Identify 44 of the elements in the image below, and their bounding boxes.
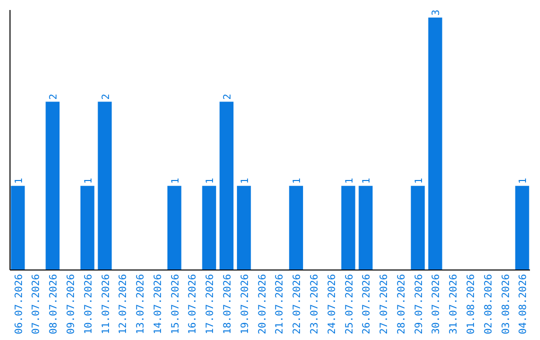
data-label: 1 — [83, 178, 94, 184]
x-tick-label: 06.07.2026 — [14, 274, 25, 334]
x-tick-label: 16.07.2026 — [188, 274, 199, 334]
x-tick-label: 21.07.2026 — [274, 274, 286, 334]
data-label: 2 — [48, 94, 60, 100]
x-tick-label: 25.07.2026 — [344, 274, 356, 334]
x-tick-label: 23.07.2026 — [309, 274, 320, 334]
x-tick-label: 22.07.2026 — [292, 274, 304, 334]
data-label: 1 — [414, 178, 425, 184]
x-tick-label: 04.08.2026 — [518, 274, 530, 334]
x-tick-label: 19.07.2026 — [240, 274, 251, 334]
x-tick-label: 20.07.2026 — [257, 274, 268, 334]
x-tick-label: 13.07.2026 — [136, 274, 147, 334]
x-tick-label: 30.07.2026 — [431, 274, 442, 334]
x-tick-label: 07.07.2026 — [31, 274, 42, 334]
x-tick-label: 17.07.2026 — [205, 274, 216, 334]
x-tick-label: 08.07.2026 — [48, 274, 60, 334]
x-tick-label: 01.08.2026 — [466, 274, 477, 334]
x-tick-label: 15.07.2026 — [170, 274, 182, 334]
data-label: 1 — [14, 178, 25, 184]
data-label: 2 — [100, 94, 112, 100]
data-label: 1 — [292, 178, 304, 184]
data-label: 1 — [362, 178, 373, 184]
data-label: 1 — [170, 178, 182, 184]
x-tick-label: 11.07.2026 — [100, 274, 112, 334]
x-tick-label: 31.07.2026 — [448, 274, 460, 334]
x-tick-label: 09.07.2026 — [66, 274, 77, 334]
x-tick-label: 24.07.2026 — [326, 274, 338, 334]
x-tick-label: 29.07.2026 — [414, 274, 425, 334]
data-label: 1 — [240, 178, 251, 184]
x-tick-label: 28.07.2026 — [396, 274, 408, 334]
data-label: 1 — [205, 178, 216, 184]
data-label: 1 — [344, 178, 356, 184]
x-tick-label: 18.07.2026 — [222, 274, 234, 334]
x-tick-label: 03.08.2026 — [500, 274, 512, 334]
x-tick-label: 26.07.2026 — [362, 274, 373, 334]
data-label: 2 — [222, 94, 234, 100]
data-label: 1 — [518, 178, 530, 184]
x-tick-label: 14.07.2026 — [152, 274, 164, 334]
x-tick-label: 27.07.2026 — [379, 274, 390, 334]
x-tick-label: 12.07.2026 — [118, 274, 130, 334]
x-tick-label: 10.07.2026 — [83, 274, 94, 334]
x-tick-label: 02.08.2026 — [483, 274, 494, 334]
data-label: 3 — [431, 10, 442, 16]
